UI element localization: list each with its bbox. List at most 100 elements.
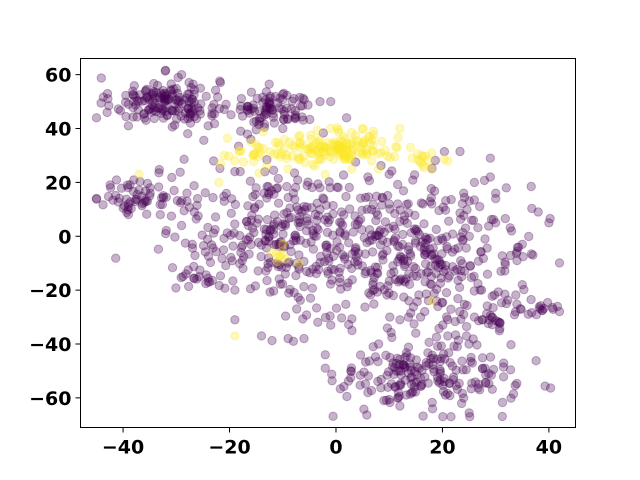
scatter-point-class-0: [321, 200, 331, 210]
scatter-point-class-0: [321, 240, 331, 251]
scatter-point-class-1: [339, 149, 349, 159]
scatter-point-class-0: [179, 154, 189, 165]
scatter-point-class-0: [233, 141, 244, 151]
scatter-point-class-1: [346, 127, 357, 138]
scatter-point-class-0: [423, 378, 433, 388]
scatter-point-class-0: [269, 286, 279, 296]
scatter-point-class-0: [187, 94, 197, 104]
scatter-point-class-0: [297, 112, 307, 122]
scatter-point-class-0: [242, 101, 253, 112]
scatter-point-class-1: [258, 127, 268, 137]
scatter-point-class-0: [186, 97, 197, 108]
scatter-point-class-1: [246, 137, 256, 147]
scatter-point-class-1: [439, 154, 449, 165]
scatter-point-class-1: [307, 149, 317, 159]
scatter-point-class-0: [328, 209, 338, 219]
scatter-point-class-0: [437, 298, 447, 308]
scatter-point-class-1: [289, 142, 299, 153]
scatter-point-class-1: [293, 154, 303, 165]
scatter-point-class-0: [278, 123, 288, 134]
scatter-point-class-0: [201, 278, 211, 289]
scatter-point-class-0: [500, 213, 510, 224]
scatter-point-class-0: [461, 321, 472, 332]
scatter-point-class-0: [179, 114, 190, 124]
scatter-point-class-0: [456, 398, 467, 409]
scatter-point-class-1: [311, 138, 321, 148]
scatter-point-class-1: [297, 139, 308, 150]
scatter-point-class-0: [259, 224, 270, 234]
scatter-point-class-1: [332, 123, 342, 133]
scatter-point-class-0: [128, 96, 139, 107]
scatter-point-class-0: [420, 306, 430, 317]
scatter-point-class-0: [192, 193, 203, 204]
scatter-point-class-0: [113, 197, 123, 207]
scatter-point-class-0: [496, 266, 506, 276]
scatter-point-class-0: [189, 85, 200, 95]
scatter-point-class-0: [432, 354, 442, 364]
scatter-point-class-1: [304, 145, 314, 155]
scatter-point-class-0: [280, 269, 290, 279]
scatter-point-class-0: [148, 90, 158, 101]
scatter-point-class-0: [440, 354, 450, 364]
scatter-point-class-0: [420, 242, 430, 253]
y-tick-label: 40: [45, 119, 71, 141]
scatter-point-class-0: [121, 111, 131, 122]
scatter-point-class-0: [249, 117, 259, 127]
scatter-point-class-0: [450, 316, 460, 327]
scatter-point-class-0: [250, 202, 260, 212]
scatter-point-class-0: [273, 173, 283, 184]
scatter-point-class-0: [446, 412, 456, 422]
scatter-point-class-0: [251, 116, 261, 126]
scatter-point-class-0: [277, 279, 288, 289]
scatter-point-class-0: [150, 93, 160, 103]
scatter-point-class-0: [362, 238, 372, 248]
scatter-point-class-0: [511, 248, 522, 259]
scatter-point-class-0: [219, 196, 229, 207]
scatter-point-class-0: [151, 87, 162, 98]
scatter-point-class-0: [426, 271, 436, 282]
scatter-point-class-0: [140, 95, 150, 106]
scatter-point-class-0: [156, 108, 166, 119]
scatter-point-class-0: [446, 194, 456, 205]
scatter-point-class-0: [431, 224, 441, 235]
scatter-point-class-0: [360, 269, 370, 279]
scatter-point-class-0: [467, 358, 477, 368]
scatter-point-class-0: [481, 378, 491, 388]
scatter-point-class-0: [537, 305, 547, 316]
scatter-point-class-0: [418, 199, 428, 209]
scatter-point-class-0: [189, 105, 199, 115]
scatter-point-class-0: [539, 303, 549, 314]
scatter-point-class-0: [291, 258, 301, 269]
scatter-point-class-0: [340, 231, 350, 241]
scatter-point-class-0: [327, 275, 337, 285]
scatter-point-class-0: [442, 388, 453, 399]
scatter-point-class-0: [512, 242, 523, 253]
scatter-point-class-0: [461, 365, 471, 375]
scatter-point-class-0: [308, 225, 318, 236]
scatter-point-class-0: [290, 182, 301, 193]
scatter-point-class-0: [374, 231, 384, 241]
scatter-point-class-0: [357, 205, 367, 216]
scatter-point-class-1: [314, 145, 324, 156]
scatter-point-class-0: [122, 180, 133, 190]
scatter-point-class-0: [219, 191, 229, 202]
scatter-point-class-0: [305, 114, 315, 125]
scatter-point-class-0: [487, 384, 497, 394]
scatter-point-class-0: [280, 220, 291, 231]
scatter-point-class-0: [161, 192, 172, 202]
scatter-point-class-1: [336, 143, 346, 153]
scatter-point-class-1: [248, 156, 259, 167]
scatter-point-class-0: [333, 182, 343, 193]
scatter-point-class-0: [237, 111, 248, 121]
scatter-point-class-0: [465, 261, 475, 271]
scatter-point-class-0: [307, 182, 317, 193]
scatter-point-class-0: [261, 109, 272, 119]
scatter-point-class-0: [162, 110, 172, 120]
scatter-point-class-0: [161, 225, 172, 236]
scatter-point-class-1: [334, 145, 344, 155]
scatter-point-class-0: [485, 172, 495, 182]
scatter-point-class-0: [383, 382, 393, 392]
scatter-point-class-0: [302, 213, 312, 224]
scatter-point-class-0: [228, 241, 238, 251]
scatter-point-class-0: [249, 204, 260, 214]
